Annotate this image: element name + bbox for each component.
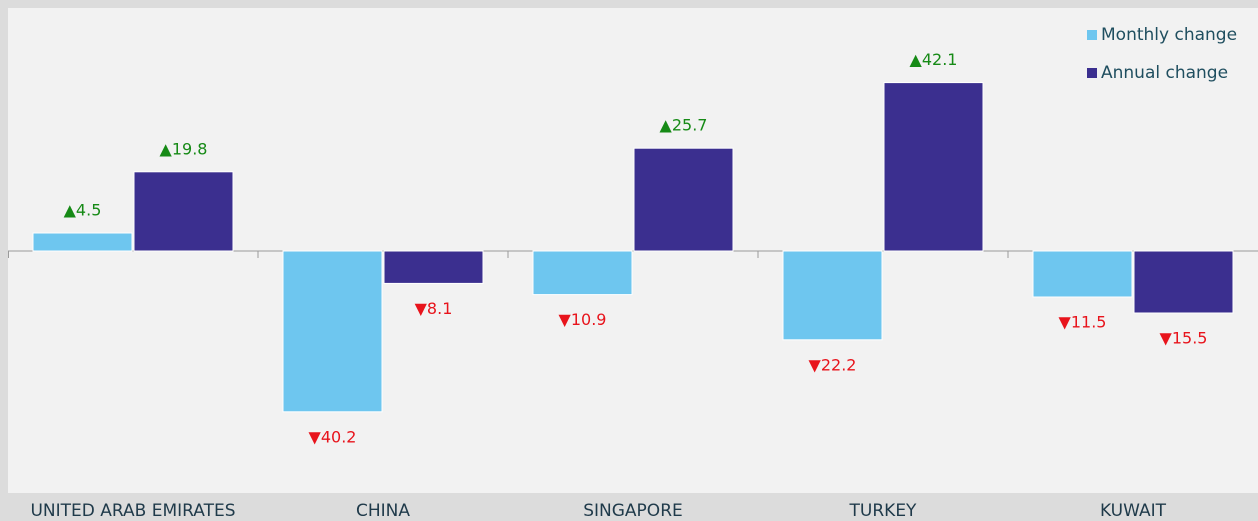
- bar: [133, 171, 234, 252]
- data-label: ▲19.8: [160, 139, 208, 158]
- bar: [1133, 250, 1234, 314]
- data-label: ▲25.7: [660, 116, 708, 135]
- data-label: ▼8.1: [415, 299, 453, 318]
- bar: [383, 250, 484, 284]
- data-label: ▼11.5: [1059, 313, 1107, 332]
- data-label: ▼22.2: [809, 355, 857, 374]
- bar: [883, 82, 984, 252]
- x-tick-label: SINGAPORE: [583, 501, 683, 521]
- x-tick-label: TURKEY: [849, 501, 918, 521]
- bar: [782, 250, 883, 341]
- data-label: ▼10.9: [559, 310, 607, 329]
- bar: [282, 250, 383, 413]
- bar: [633, 147, 734, 252]
- data-label: ▲4.5: [64, 201, 102, 220]
- legend-label: Annual change: [1101, 63, 1228, 83]
- x-tick-label: KUWAIT: [1100, 501, 1167, 521]
- data-label: ▲42.1: [910, 50, 958, 69]
- bar: [532, 250, 633, 296]
- legend-swatch: [1087, 30, 1097, 40]
- bar: [1032, 250, 1133, 298]
- legend-swatch: [1087, 68, 1097, 78]
- data-label: ▼15.5: [1160, 329, 1208, 348]
- bar: [32, 232, 133, 252]
- x-tick-label: CHINA: [356, 501, 410, 521]
- x-tick-label: UNITED ARAB EMIRATES: [30, 501, 235, 521]
- data-label: ▼40.2: [309, 427, 357, 446]
- legend-label: Monthly change: [1101, 25, 1237, 45]
